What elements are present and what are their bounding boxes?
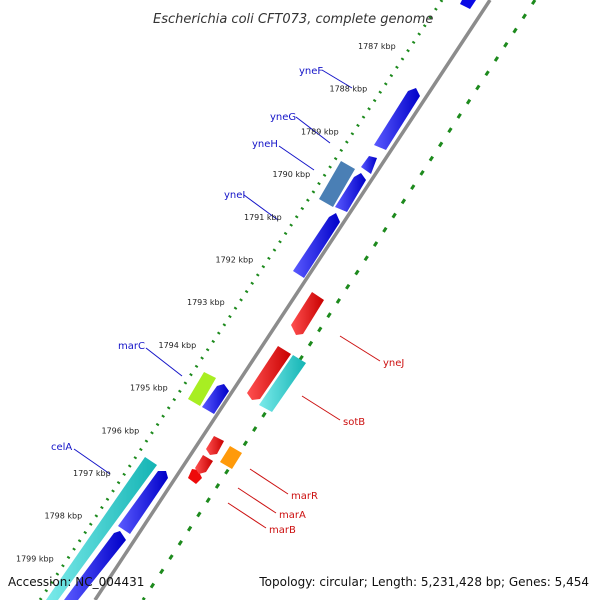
label-yneI[interactable]: yneI (224, 190, 245, 201)
tick-label: 1792 kbp (216, 256, 254, 265)
label-marC[interactable]: marC (118, 341, 145, 352)
tick-label: 1789 kbp (301, 127, 339, 136)
gene-bottom-forward (64, 531, 126, 600)
gene-marA (195, 455, 213, 474)
label-yneG[interactable]: yneG (270, 112, 296, 123)
gene-celA (46, 457, 157, 600)
tick-label: 1797 kbp (73, 469, 111, 478)
genome-backbone (93, 0, 492, 600)
label-yneF[interactable]: yneF (299, 66, 323, 77)
label-marB[interactable]: marB (269, 525, 296, 536)
gc-track-outer (141, 0, 537, 600)
tick-label: 1799 kbp (16, 554, 54, 563)
label-yneH[interactable]: yneH (252, 139, 278, 150)
tick-label: 1798 kbp (45, 512, 83, 521)
map-title: Escherichia coli CFT073, complete genome (153, 12, 433, 27)
gene-yneI-part (335, 173, 366, 212)
tick-label: 1790 kbp (273, 170, 311, 179)
label-connectors (73, 69, 381, 529)
reverse-strand-features (188, 292, 324, 484)
forward-strand-features (46, 0, 476, 600)
gene-yneJ (291, 292, 324, 335)
tick-label: 1791 kbp (244, 213, 282, 222)
gene-marC-adjacent (202, 384, 229, 414)
gene-marA-orange (220, 446, 242, 469)
topology-summary: Topology: circular; Length: 5,231,428 bp… (258, 575, 589, 589)
gene-yneI (293, 213, 340, 278)
label-sotB[interactable]: sotB (343, 417, 365, 428)
label-celA[interactable]: celA (51, 442, 72, 453)
tick-label: 1788 kbp (330, 85, 368, 94)
label-yneJ[interactable]: yneJ (383, 358, 404, 369)
tick-label: 1796 kbp (102, 426, 140, 435)
gene-yneJ-2 (247, 346, 291, 400)
gene-yneH (319, 161, 355, 207)
tick-label: 1793 kbp (187, 298, 225, 307)
gene-yneG (361, 156, 377, 174)
reverse-gene-labels: yneJ sotB marR marA marB (269, 358, 404, 536)
gene-marB (206, 436, 224, 455)
label-marA[interactable]: marA (279, 510, 306, 521)
gene-sotB (259, 355, 306, 412)
accession-text: Accession: NC_004431 (8, 575, 144, 589)
tick-labels: 1787 kbp 1788 kbp 1789 kbp 1790 kbp 1791 kbp… (16, 42, 396, 563)
gene-yneF (374, 88, 420, 150)
gene-top-forward (460, 0, 476, 9)
forward-gene-labels: yneF yneG yneH yneI marC celA (51, 66, 323, 453)
tick-label: 1794 kbp (159, 341, 197, 350)
tick-label: 1795 kbp (130, 384, 168, 393)
tick-label: 1787 kbp (358, 42, 396, 51)
label-marR[interactable]: marR (291, 491, 318, 502)
gene-marC (188, 372, 216, 406)
gene-celA-adjacent (118, 471, 168, 534)
gc-track-inner (38, 0, 444, 600)
